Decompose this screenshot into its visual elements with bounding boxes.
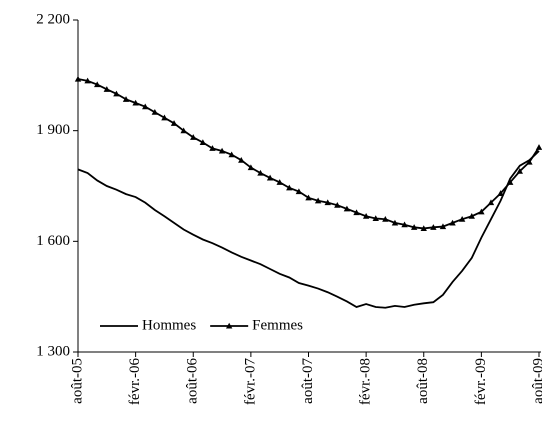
point-marker: [94, 81, 101, 88]
point-marker: [132, 99, 139, 106]
point-marker: [74, 75, 82, 82]
point-marker: [401, 221, 408, 228]
legend-label: Femmes: [252, 317, 303, 333]
point-marker: [526, 158, 533, 165]
point-marker: [439, 223, 447, 230]
point-marker: [218, 147, 226, 154]
series-line: [77, 78, 540, 230]
point-marker: [209, 145, 216, 151]
point-marker: [420, 225, 427, 231]
point-marker: [228, 151, 235, 158]
point-marker: [266, 174, 274, 181]
point-marker: [84, 77, 91, 84]
point-marker: [497, 190, 504, 196]
x-tick-label: févr.-06: [127, 358, 143, 406]
point-marker: [295, 188, 303, 195]
point-marker: [276, 179, 283, 185]
point-marker: [353, 209, 360, 216]
point-marker: [391, 219, 399, 226]
point-marker: [257, 169, 264, 176]
x-tick-label: févr.-09: [473, 358, 489, 405]
point-marker: [430, 224, 437, 230]
point-marker: [506, 179, 514, 185]
legend-label: Hommes: [142, 317, 196, 333]
y-tick-label: 1 600: [36, 233, 70, 249]
point-marker: [362, 213, 370, 219]
point-marker: [314, 197, 322, 204]
point-marker: [286, 184, 293, 191]
point-marker: [478, 208, 485, 215]
point-marker: [247, 164, 255, 171]
point-marker: [170, 120, 178, 126]
point-marker: [487, 199, 495, 206]
point-marker: [305, 194, 312, 201]
point-marker: [458, 216, 466, 222]
x-tick-label: août-07: [300, 358, 316, 404]
point-marker: [103, 86, 111, 92]
point-marker: [382, 216, 389, 222]
point-marker: [238, 156, 245, 163]
point-marker: [334, 201, 341, 208]
x-tick-label: août-06: [185, 358, 201, 404]
point-marker: [535, 144, 542, 150]
point-marker: [468, 213, 475, 219]
legend-marker: [225, 322, 233, 329]
point-marker: [122, 96, 130, 102]
point-marker: [343, 205, 351, 212]
point-marker: [113, 90, 120, 97]
x-tick-label: août-08: [415, 358, 431, 404]
point-marker: [180, 127, 187, 134]
point-marker: [199, 139, 207, 146]
y-tick-label: 1 900: [36, 122, 70, 138]
point-marker: [190, 134, 197, 140]
y-tick-label: 2 200: [36, 11, 70, 27]
point-marker: [516, 168, 523, 174]
point-marker: [372, 215, 379, 222]
y-tick-label: 1 300: [36, 343, 70, 359]
x-tick-label: août-09: [530, 358, 542, 404]
point-marker: [142, 103, 149, 110]
point-marker: [151, 109, 159, 115]
x-tick-label: févr.-07: [242, 358, 258, 406]
point-marker: [449, 219, 456, 226]
series-line: [77, 150, 540, 309]
point-marker: [161, 114, 168, 121]
point-marker: [324, 199, 331, 206]
x-tick-label: août-05: [69, 358, 85, 404]
point-marker: [410, 224, 418, 230]
x-tick-label: févr.-08: [358, 358, 374, 405]
